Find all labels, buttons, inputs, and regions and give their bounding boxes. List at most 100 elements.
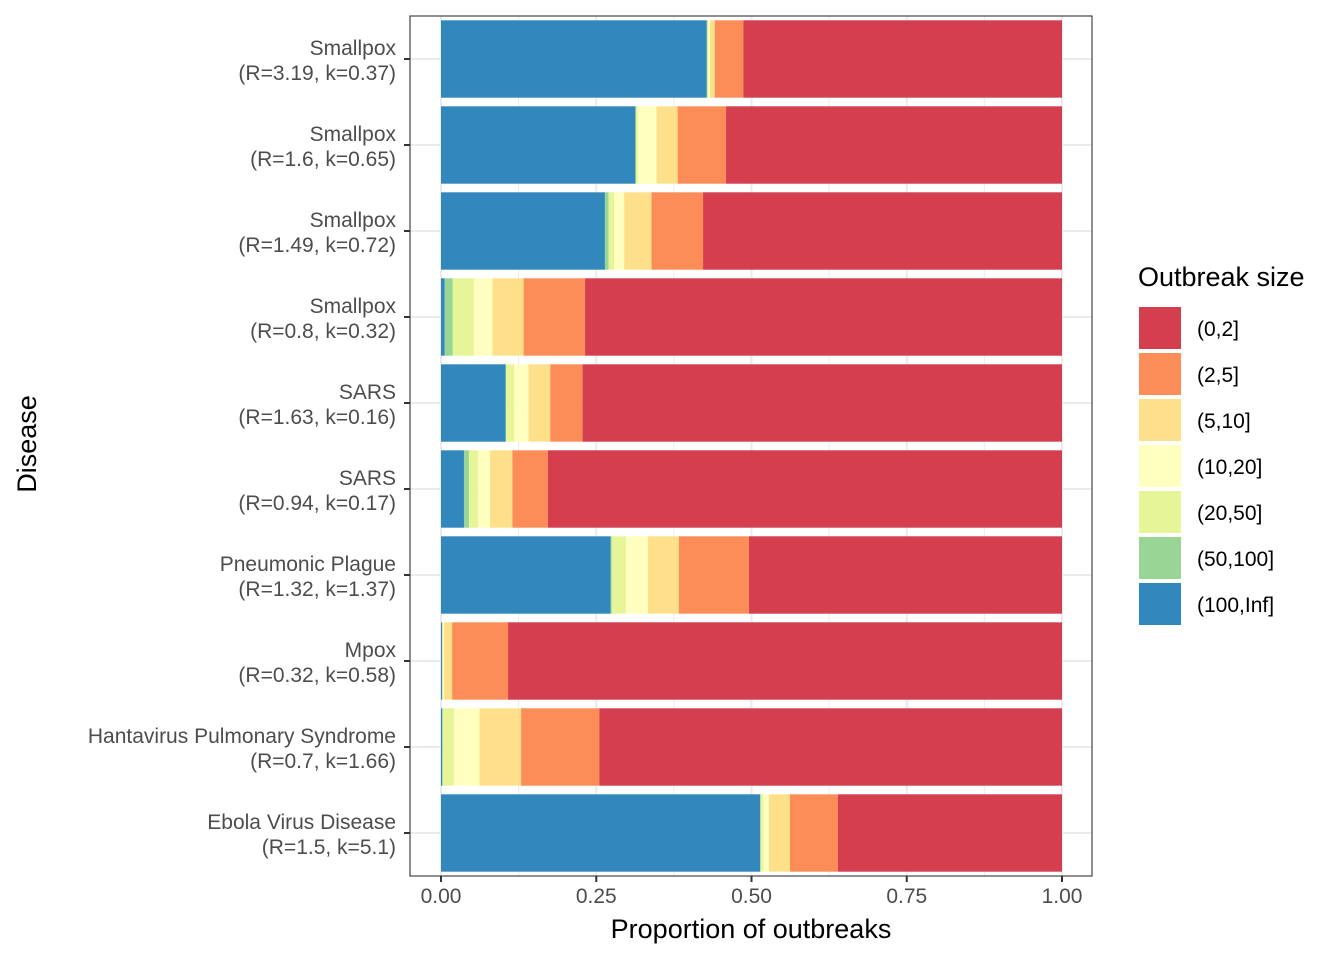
legend-label: (2,5] — [1197, 364, 1239, 387]
bar-segment — [528, 364, 551, 442]
bar-segment — [837, 794, 1062, 872]
y-tick-label-params: (R=1.49, k=0.72) — [238, 234, 396, 257]
bar-segment — [452, 622, 509, 700]
bar-segment — [505, 364, 507, 442]
bar-segment — [512, 450, 548, 528]
bar-segment — [442, 708, 455, 786]
y-tick-label-name: Smallpox — [310, 295, 397, 318]
bar-segment — [678, 536, 750, 614]
legend-key — [1139, 445, 1181, 487]
bar-segment — [550, 364, 583, 442]
bar-segment — [441, 20, 707, 98]
legend-key — [1139, 307, 1181, 349]
y-tick-label-name: SARS — [339, 381, 396, 404]
bar-segment — [492, 278, 524, 356]
legend-key — [1139, 491, 1181, 533]
bar-segment — [506, 364, 515, 442]
bar-segment — [703, 192, 1062, 270]
bar-segment — [604, 192, 609, 270]
legend-label: (20,50] — [1197, 502, 1262, 525]
bar-segment — [441, 450, 464, 528]
bar-segment — [651, 192, 704, 270]
bar-segment — [647, 536, 679, 614]
bar-segment — [444, 622, 453, 700]
y-tick-label-name: SARS — [339, 467, 396, 490]
bar-segment — [760, 794, 761, 872]
bar-segment — [468, 450, 479, 528]
bar-segment — [444, 278, 453, 356]
bar-segment — [626, 536, 648, 614]
x-tick-label: 1.00 — [1042, 885, 1083, 908]
bar-segment — [441, 708, 443, 786]
bar-segment — [585, 278, 1062, 356]
legend-label: (100,Inf] — [1197, 594, 1274, 617]
bar-segment — [441, 536, 611, 614]
bar-segment — [490, 450, 513, 528]
bar-segment — [582, 364, 1062, 442]
bar-segment — [635, 106, 638, 184]
legend-label: (10,20] — [1197, 456, 1262, 479]
bar-segment — [760, 794, 764, 872]
y-tick-label-params: (R=0.32, k=0.58) — [238, 664, 396, 687]
x-tick-label: 0.50 — [731, 885, 772, 908]
y-tick-label-name: Mpox — [345, 639, 397, 662]
bar-segment — [768, 794, 791, 872]
bar-segment — [610, 536, 612, 614]
bar-segment — [624, 192, 652, 270]
bar-segment — [614, 192, 625, 270]
legend: Outbreak size (0,2] (2,5] (5,10] (10,20] (20… — [1138, 262, 1305, 625]
bar-segment — [508, 622, 1062, 700]
legend-key — [1139, 399, 1181, 441]
legend-label: (5,10] — [1197, 410, 1251, 433]
y-tick-label-params: (R=3.19, k=0.37) — [238, 62, 396, 85]
bar-segment — [677, 106, 727, 184]
bar-segment — [523, 278, 586, 356]
y-tick-label-params: (R=1.63, k=0.16) — [238, 406, 396, 429]
y-axis-title: Disease — [12, 395, 42, 493]
legend-key — [1139, 583, 1181, 625]
legend-key — [1139, 537, 1181, 579]
bar-segment — [743, 20, 1062, 98]
legend-key — [1139, 353, 1181, 395]
bar-segment — [635, 106, 636, 184]
bar-segment — [463, 450, 469, 528]
bar-segment — [637, 106, 657, 184]
legend-label: (50,100] — [1197, 548, 1274, 571]
bar-segment — [478, 450, 491, 528]
x-axis-title: Proportion of outbreaks — [611, 914, 892, 944]
x-tick-label: 0.75 — [886, 885, 927, 908]
y-tick-label-params: (R=1.32, k=1.37) — [238, 578, 396, 601]
bar-segment — [514, 364, 529, 442]
bar-segment — [441, 106, 636, 184]
x-axis: 0.00 0.25 0.50 0.75 1.00 — [421, 876, 1083, 908]
bar-segment — [611, 536, 627, 614]
y-tick-label-params: (R=1.6, k=0.65) — [250, 148, 396, 171]
bar-segment — [521, 708, 600, 786]
bar-segment — [547, 450, 1062, 528]
bar-segment — [726, 106, 1062, 184]
bar-segment — [452, 278, 474, 356]
y-tick-label-name: Smallpox — [310, 37, 397, 60]
bar-segment — [441, 622, 443, 700]
y-tick-label-params: (R=1.5, k=5.1) — [262, 836, 396, 859]
bar-segment — [656, 106, 678, 184]
bar-segment — [441, 794, 761, 872]
y-tick-label-params: (R=0.8, k=0.32) — [250, 320, 396, 343]
bar-segment — [790, 794, 838, 872]
bar-segment — [441, 364, 506, 442]
bar-segment — [749, 536, 1062, 614]
bar-segment — [709, 20, 715, 98]
bar-segment — [441, 192, 605, 270]
bar-segment — [599, 708, 1062, 786]
bar-segment — [714, 20, 744, 98]
bar-segment — [454, 708, 480, 786]
y-tick-label-name: Smallpox — [310, 123, 397, 146]
bar-segment — [441, 278, 445, 356]
bar-segment — [479, 708, 522, 786]
y-tick-label-name: Smallpox — [310, 209, 397, 232]
bar-segment — [442, 708, 443, 786]
bar-segment — [707, 20, 709, 98]
bar-segment — [708, 20, 710, 98]
bar-segment — [763, 794, 769, 872]
